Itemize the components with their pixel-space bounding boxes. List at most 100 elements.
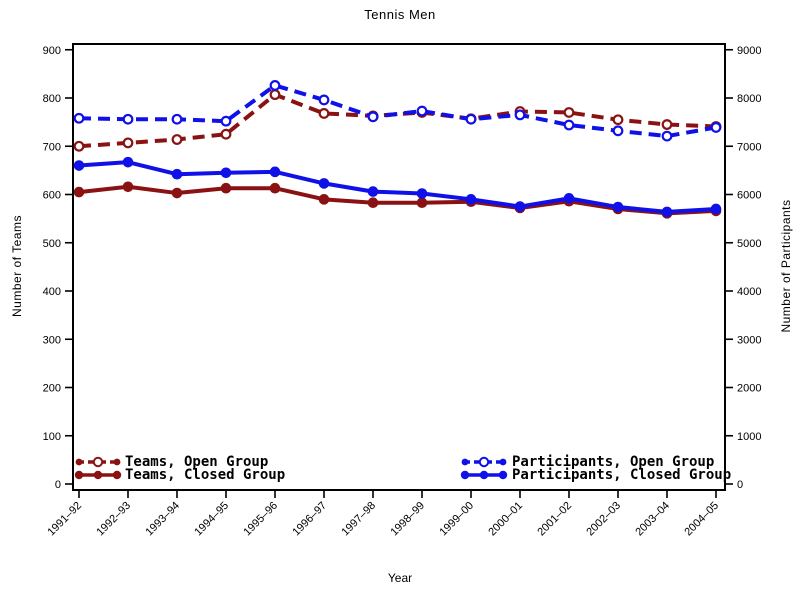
series-line-1 [78, 92, 717, 149]
data-point-marker-open [612, 125, 624, 137]
data-point-marker-filled [661, 206, 673, 218]
data-point-marker-filled [318, 178, 330, 189]
data-point-marker-open [318, 94, 330, 106]
data-point-marker-filled [171, 168, 183, 180]
series-line-4 [78, 160, 717, 214]
legend-sample-marker [498, 470, 508, 480]
legend-sample-marker [75, 458, 83, 466]
y-right-tick-label: 1000 [737, 431, 761, 443]
data-point-marker-filled [220, 167, 232, 179]
y-left-tick-label: 0 [55, 479, 61, 491]
x-tick-label: 1995–96 [241, 500, 280, 539]
data-point-marker-open [220, 128, 232, 140]
legend-sample-marker [479, 470, 489, 480]
y-left-axis-title: Number of Teams [10, 215, 24, 317]
legend-label-participants-closed: Participants, Closed Group [512, 467, 732, 483]
data-point-marker-open [367, 111, 379, 123]
data-point-marker-filled [73, 160, 85, 171]
y-left-tick-label: 700 [43, 141, 61, 153]
data-point-marker-open [612, 114, 624, 126]
x-tick-label: 2000–01 [486, 500, 525, 539]
data-point-marker-filled [367, 197, 379, 209]
legend-sample-marker [113, 458, 121, 466]
x-tick-label: 1994–95 [192, 500, 231, 539]
x-tick-label: 1999–00 [437, 500, 476, 539]
x-tick-label: 2003–04 [633, 500, 672, 539]
legend-label-participants-open: Participants, Open Group [512, 454, 715, 470]
y-left-tick-label: 400 [43, 286, 61, 298]
data-point-marker-filled [122, 181, 134, 193]
data-point-marker-open [269, 80, 281, 91]
legend-sample-marker [92, 456, 104, 468]
y-left-tick-label: 800 [43, 93, 61, 105]
x-tick-label: 1991–92 [45, 500, 84, 539]
x-tick-label: 2004–05 [682, 500, 721, 539]
data-point-marker-open [661, 130, 673, 142]
data-point-marker-open [171, 134, 183, 145]
data-point-marker-open [73, 140, 85, 152]
y-left-tick-label: 500 [43, 238, 61, 250]
legend-sample-marker [93, 470, 103, 480]
data-point-marker-filled [220, 182, 232, 194]
data-point-marker-filled [367, 186, 379, 197]
data-point-marker-open [661, 119, 673, 130]
data-point-marker-filled [171, 187, 183, 199]
data-point-marker-filled [269, 182, 281, 194]
legend-label-teams-open: Teams, Open Group [125, 454, 269, 470]
y-left-tick-label: 600 [43, 190, 61, 202]
legend-sample-marker [112, 470, 122, 480]
data-point-marker-open [416, 105, 428, 117]
y-right-axis-title: Number of Participants [779, 199, 793, 333]
y-right-tick-label: 2000 [737, 383, 761, 395]
y-left-tick-label: 900 [43, 45, 61, 57]
data-point-marker-filled [73, 186, 85, 198]
data-point-marker-filled [318, 194, 330, 205]
y-right-tick-label: 6000 [737, 190, 761, 202]
y-left-tick-label: 200 [43, 383, 61, 395]
data-point-marker-open [710, 122, 722, 133]
data-point-marker-open [563, 107, 575, 118]
x-tick-label: 1997–98 [339, 500, 378, 539]
series-line-2 [78, 184, 717, 216]
series-line-3 [78, 83, 717, 139]
chart-title: Tennis Men [364, 7, 436, 22]
data-point-marker-filled [269, 166, 281, 178]
legend-sample-marker [478, 456, 490, 468]
data-point-marker-open [122, 137, 134, 149]
data-point-marker-filled [710, 203, 722, 215]
y-right-tick-label: 4000 [737, 286, 761, 298]
data-point-marker-filled [416, 197, 428, 209]
data-point-marker-filled [612, 201, 624, 213]
data-point-marker-filled [122, 156, 134, 168]
data-point-marker-open [220, 115, 232, 127]
data-point-marker-open [269, 89, 281, 101]
data-point-marker-filled [514, 201, 526, 212]
x-axis-title: Year [387, 571, 413, 585]
data-point-marker-open [318, 108, 330, 119]
data-point-marker-filled [416, 188, 428, 199]
y-right-tick-label: 3000 [737, 334, 761, 346]
data-point-marker-open [563, 119, 575, 131]
data-point-marker-filled [563, 193, 575, 204]
data-point-marker-open [514, 109, 526, 121]
y-right-tick-label: 8000 [737, 93, 761, 105]
data-point-marker-filled [465, 194, 477, 205]
y-right-tick-label: 5000 [737, 238, 761, 250]
x-tick-label: 1992–93 [94, 500, 133, 539]
data-point-marker-open [171, 113, 183, 125]
legend-label-teams-closed: Teams, Closed Group [125, 467, 286, 483]
legend-sample-marker [74, 470, 84, 480]
y-right-tick-label: 9000 [737, 45, 761, 57]
y-right-tick-label: 0 [737, 479, 743, 491]
data-point-marker-open [465, 113, 477, 125]
legend-sample-marker [461, 458, 469, 466]
data-point-marker-open [122, 113, 134, 125]
y-left-tick-label: 100 [43, 431, 61, 443]
legend-sample-marker [499, 458, 507, 466]
x-tick-label: 1998–99 [388, 500, 427, 539]
data-point-marker-open [73, 112, 85, 124]
x-tick-label: 1993–94 [143, 500, 182, 539]
y-right-tick-label: 7000 [737, 141, 761, 153]
